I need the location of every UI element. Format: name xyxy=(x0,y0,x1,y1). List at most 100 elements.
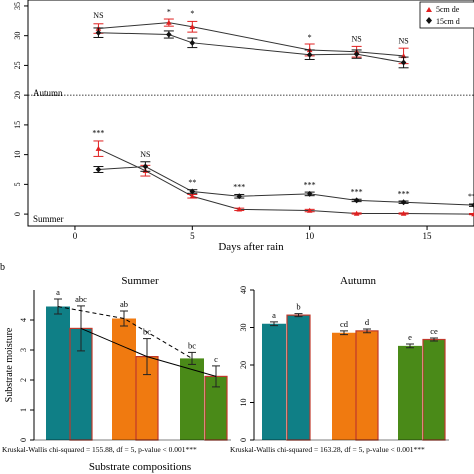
legend-label-0: 5cm de xyxy=(436,5,460,14)
top-y-tick-label: 25 xyxy=(13,61,22,69)
significance-label: NS xyxy=(140,150,150,159)
legend-diamond-icon xyxy=(426,17,432,24)
significance-label: *** xyxy=(92,129,104,138)
bar-letter-1: b xyxy=(296,302,300,312)
significance-label: NS xyxy=(352,35,362,44)
autumn-chart: Autumn 0 10 20 30 40 a b cd d e ce Kruskal-Wallis… xyxy=(230,275,449,454)
y-tick-label: 0 xyxy=(239,438,248,442)
y-tick-label: 40 xyxy=(239,286,248,294)
bar-2 xyxy=(332,332,356,440)
data-point-triangle xyxy=(353,210,360,216)
bar-letter-1: abc xyxy=(75,294,87,304)
bar-4 xyxy=(180,358,204,440)
data-point-diamond xyxy=(471,202,474,209)
top-x-tick-label: 15 xyxy=(423,231,433,241)
y-tick-label: 30 xyxy=(239,324,248,332)
trend-line-dashed xyxy=(57,306,193,359)
significance-label: ** xyxy=(188,178,196,187)
data-point-diamond xyxy=(189,188,196,195)
top-series-line-2 xyxy=(98,148,474,215)
data-point-diamond xyxy=(236,193,243,200)
bar-letter-2: ab xyxy=(120,299,128,309)
significance-label: * xyxy=(308,33,312,42)
bar-letter-4: e xyxy=(408,332,412,342)
y-tick-label: 20 xyxy=(239,361,248,369)
significance-label: * xyxy=(167,7,171,16)
significance-label: *** xyxy=(233,183,245,192)
top-x-axis-title: Days after rain xyxy=(218,241,284,253)
summer-stat-text: Kruskal-Wallis chi-squared = 155.88, df … xyxy=(2,445,197,454)
y-tick-label: 4 xyxy=(19,318,28,322)
data-point-diamond xyxy=(95,29,102,36)
top-x-tick-label: 10 xyxy=(305,231,315,241)
data-point-triangle xyxy=(236,206,243,212)
significance-label: *** xyxy=(468,192,474,201)
legend-label-1: 15cm d xyxy=(436,17,460,26)
bar-0 xyxy=(262,323,286,440)
top-x-axis: 0 5 10 15 xyxy=(73,226,432,241)
bar-letter-2: cd xyxy=(340,319,349,329)
top-y-tick-label: 20 xyxy=(13,91,22,99)
data-point-triangle xyxy=(95,145,102,151)
bar-letter-5: c xyxy=(214,354,218,364)
top-series-line-0 xyxy=(98,22,404,57)
significance-label: *** xyxy=(398,189,410,198)
summer-region-label: Summer xyxy=(33,214,64,224)
data-point-diamond xyxy=(400,59,407,66)
top-x-tick-label: 0 xyxy=(73,231,78,241)
top-series-line-1 xyxy=(98,32,404,63)
y-tick-label: 3 xyxy=(19,348,28,352)
bar-letter-4: bc xyxy=(188,340,196,350)
significance-label: *** xyxy=(351,187,363,196)
top-legend: 5cm de 15cm d xyxy=(419,1,474,29)
data-point-diamond xyxy=(306,190,313,197)
legend-triangle-icon xyxy=(426,7,432,12)
bar-1 xyxy=(286,314,311,441)
bar-letter-5: ce xyxy=(430,326,438,336)
summer-title: Summer xyxy=(121,275,159,287)
data-point-triangle xyxy=(189,193,196,199)
data-point-diamond xyxy=(353,197,360,204)
top-y-tick-label: 5 xyxy=(13,182,22,186)
autumn-bars: a b cd d e ce xyxy=(254,302,449,441)
significance-label: * xyxy=(190,9,194,18)
figure-x-title: Substrate compositions xyxy=(89,461,191,473)
bar-letter-0: a xyxy=(272,310,276,320)
y-tick-label: 10 xyxy=(239,399,248,407)
data-point-triangle xyxy=(400,210,407,216)
top-x-tick-label: 5 xyxy=(190,231,195,241)
panel-label: b xyxy=(0,262,5,273)
bar-4 xyxy=(398,345,422,440)
data-point-diamond xyxy=(306,51,313,58)
autumn-stat-text: Kruskal-Wallis chi-squared = 163.28, df … xyxy=(230,445,425,454)
top-y-tick-label: 0 xyxy=(13,212,22,216)
top-series-line-3 xyxy=(98,166,474,206)
bar-5 xyxy=(422,338,446,441)
significance-label: *** xyxy=(304,180,316,189)
data-point-diamond xyxy=(95,166,102,173)
data-point-diamond xyxy=(166,31,172,38)
top-plot-frame xyxy=(27,0,474,227)
y-tick-label: 2 xyxy=(19,378,28,382)
top-y-tick-label: 35 xyxy=(13,2,22,10)
trend-line-solid xyxy=(80,327,217,377)
data-point-diamond xyxy=(142,163,149,170)
bar-2 xyxy=(112,318,136,440)
summer-y-axis-title: Substrate moisture xyxy=(4,327,15,402)
data-point-triangle xyxy=(166,19,172,25)
data-point-triangle xyxy=(306,207,313,213)
data-point-diamond xyxy=(189,39,196,46)
autumn-region-label: Autumn xyxy=(33,88,63,98)
bar-3 xyxy=(355,330,379,441)
y-tick-label: 1 xyxy=(19,408,28,412)
significance-label: NS xyxy=(398,36,408,45)
top-y-tick-label: 10 xyxy=(13,151,22,159)
top-series-group xyxy=(93,18,474,217)
y-tick-label: 0 xyxy=(19,438,28,442)
autumn-y-axis: 0 10 20 30 40 xyxy=(239,286,254,442)
summer-chart: Summer 0 1 2 3 4 Substrate moisture a abc ab bc… xyxy=(2,275,231,454)
top-y-tick-label: 30 xyxy=(13,32,22,40)
data-point-diamond xyxy=(400,199,407,206)
